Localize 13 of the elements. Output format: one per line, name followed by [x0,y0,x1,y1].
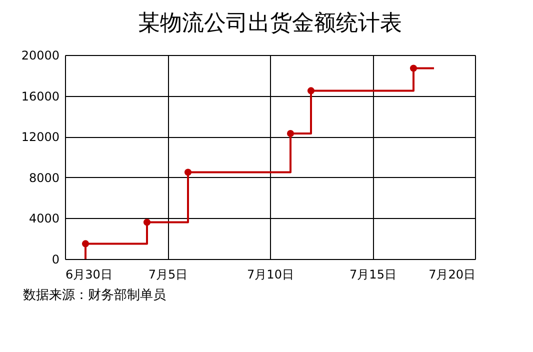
y-tick-label: 16000 [21,89,60,104]
y-tick-label: 20000 [21,48,60,62]
y-tick-label: 12000 [21,130,60,144]
chart-title: 某物流公司出货金额统计表 [138,11,402,36]
x-tick-label: 7月5日 [148,268,188,282]
y-tick-label: 8000 [28,170,60,185]
y-tick-label: 4000 [28,212,60,226]
x-tick-label: 7月15日 [350,268,396,282]
x-tick-label: 6月30日 [66,268,112,282]
source-note: 数据来源：财务部制单员 [23,288,166,303]
y-tick-label: 0 [52,252,60,266]
x-tick-label: 7月10日 [247,268,294,282]
x-tick-label: 7月20日 [428,268,476,282]
